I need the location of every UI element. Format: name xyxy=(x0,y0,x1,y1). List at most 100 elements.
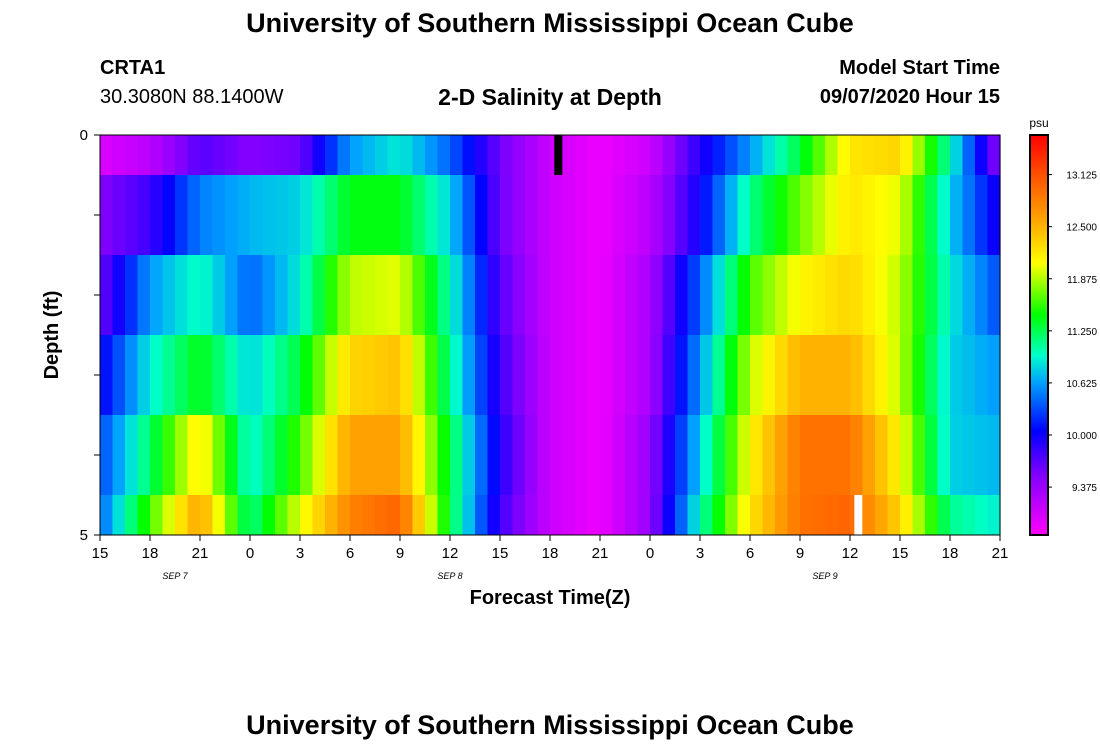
colorbar: psu 13.125 12.500 11.875 11.250 10.625 10.000 9… xyxy=(1029,116,1097,536)
heatmap-cell-layer-3 xyxy=(137,255,151,335)
heatmap-cell-layer-2 xyxy=(125,175,139,255)
heatmap-cell-layer-1 xyxy=(600,135,614,175)
heatmap-cell-layer-5 xyxy=(100,415,114,495)
heatmap-cell-layer-4 xyxy=(450,335,464,415)
colorbar-tick-label: 11.875 xyxy=(1067,275,1097,286)
heatmap-cell-layer-4 xyxy=(787,335,801,415)
x-tick-label: 12 xyxy=(442,545,459,562)
heatmap-cell-layer-5 xyxy=(700,415,714,495)
heatmap-cell-layer-4 xyxy=(975,335,989,415)
heatmap-cell-layer-3 xyxy=(875,255,889,335)
heatmap-cell-layer-6 xyxy=(387,495,401,535)
heatmap-cell-layer-1 xyxy=(737,135,751,175)
heatmap-cell-layer-5 xyxy=(550,415,564,495)
heatmap-cell-layer-4 xyxy=(475,335,489,415)
x-tick-label: 0 xyxy=(246,545,254,562)
heatmap-cell-layer-3 xyxy=(925,255,939,335)
heatmap-cell-layer-3 xyxy=(462,255,476,335)
heatmap-cell-layer-3 xyxy=(362,255,376,335)
footer-title: University of Southern Mississippi Ocean… xyxy=(246,710,854,740)
heatmap-cell-layer-6 xyxy=(362,495,376,535)
heatmap-cell-layer-1 xyxy=(225,135,239,175)
heatmap-cell-layer-3 xyxy=(912,255,926,335)
heatmap-cell-layer-4 xyxy=(750,335,764,415)
heatmap-cell-layer-3 xyxy=(275,255,289,335)
heatmap-cell-layer-2 xyxy=(262,175,276,255)
heatmap-cell-layer-2 xyxy=(712,175,726,255)
heatmap-cell-layer-2 xyxy=(487,175,501,255)
heatmap-cell-layer-4 xyxy=(600,335,614,415)
heatmap-cell-layer-3 xyxy=(387,255,401,335)
heatmap-cell-layer-1 xyxy=(525,135,539,175)
date-label: SEP 9 xyxy=(812,571,837,581)
heatmap-cell-layer-4 xyxy=(875,335,889,415)
heatmap-cell-layer-5 xyxy=(437,415,451,495)
heatmap-cell-layer-6 xyxy=(862,495,876,535)
heatmap-cell-layer-2 xyxy=(175,175,189,255)
heatmap-cell-layer-2 xyxy=(750,175,764,255)
heatmap-cell-layer-1 xyxy=(637,135,651,175)
heatmap-cell-layer-2 xyxy=(237,175,251,255)
heatmap-cell-layer-3 xyxy=(262,255,276,335)
heatmap-cell-layer-5 xyxy=(775,415,789,495)
y-axis-title: Depth (ft) xyxy=(41,291,63,380)
heatmap-cell-layer-4 xyxy=(375,335,389,415)
x-tick-label: 0 xyxy=(646,545,654,562)
heatmap-cell-layer-1 xyxy=(250,135,264,175)
heatmap-cell-layer-2 xyxy=(187,175,201,255)
heatmap-cell-layer-6 xyxy=(987,495,1001,535)
heatmap-cell-layer-6 xyxy=(612,495,626,535)
y-tick-label-bottom: 5 xyxy=(80,527,88,544)
heatmap-cell-layer-1 xyxy=(300,135,314,175)
heatmap-cell-layer-1 xyxy=(625,135,639,175)
heatmap-cell-layer-3 xyxy=(737,255,751,335)
heatmap-cell-layer-1 xyxy=(612,135,626,175)
heatmap-cell-layer-6 xyxy=(175,495,189,535)
heatmap-cell-layer-6 xyxy=(562,495,576,535)
station-coordinates: 30.3080N 88.1400W xyxy=(100,86,284,108)
heatmap-cell-layer-3 xyxy=(862,255,876,335)
x-tick-label: 21 xyxy=(992,545,1009,562)
heatmap-cell-layer-4 xyxy=(825,335,839,415)
heatmap-cell-layer-6 xyxy=(450,495,464,535)
heatmap-cell-layer-1 xyxy=(425,135,439,175)
heatmap-cell-layer-4 xyxy=(700,335,714,415)
heatmap-cell-layer-2 xyxy=(162,175,176,255)
heatmap-cell-layer-4 xyxy=(837,335,851,415)
heatmap-cell-layer-4 xyxy=(362,335,376,415)
heatmap-cell-layer-4 xyxy=(562,335,576,415)
heatmap-cell-layer-4 xyxy=(150,335,164,415)
heatmap-cell-layer-5 xyxy=(200,415,214,495)
heatmap-cell-layer-6 xyxy=(687,495,701,535)
heatmap-cell-layer-5 xyxy=(625,415,639,495)
heatmap-cell-layer-5 xyxy=(900,415,914,495)
heatmap-cell-layer-3 xyxy=(162,255,176,335)
heatmap-cell-layer-2 xyxy=(312,175,326,255)
heatmap-cell-layer-4 xyxy=(175,335,189,415)
heatmap-cell-layer-2 xyxy=(362,175,376,255)
heatmap-cell-layer-5 xyxy=(312,415,326,495)
heatmap-cell-layer-2 xyxy=(525,175,539,255)
heatmap-cell-layer-3 xyxy=(987,255,1001,335)
heatmap-cell-layer-2 xyxy=(800,175,814,255)
heatmap-cell-layer-2 xyxy=(537,175,551,255)
heatmap-cell-layer-6 xyxy=(812,495,826,535)
heatmap-cell-layer-5 xyxy=(262,415,276,495)
heatmap-cell-layer-3 xyxy=(675,255,689,335)
heatmap-cell-layer-6 xyxy=(675,495,689,535)
heatmap-cell-layer-6 xyxy=(375,495,389,535)
heatmap-cell-layer-2 xyxy=(100,175,114,255)
heatmap-cell-layer-2 xyxy=(675,175,689,255)
heatmap-cell-layer-3 xyxy=(187,255,201,335)
heatmap-cell-layer-6 xyxy=(425,495,439,535)
heatmap-cell-layer-6 xyxy=(900,495,914,535)
heatmap-cell-layer-2 xyxy=(112,175,126,255)
x-tick-label: 3 xyxy=(296,545,304,562)
heatmap-cell-layer-2 xyxy=(287,175,301,255)
heatmap-cell-layer-3 xyxy=(975,255,989,335)
heatmap-cell-layer-2 xyxy=(950,175,964,255)
heatmap-cell-layer-5 xyxy=(862,415,876,495)
heatmap-cell-layer-6 xyxy=(750,495,764,535)
x-tick-label: 15 xyxy=(892,545,909,562)
heatmap-cell-layer-6 xyxy=(975,495,989,535)
